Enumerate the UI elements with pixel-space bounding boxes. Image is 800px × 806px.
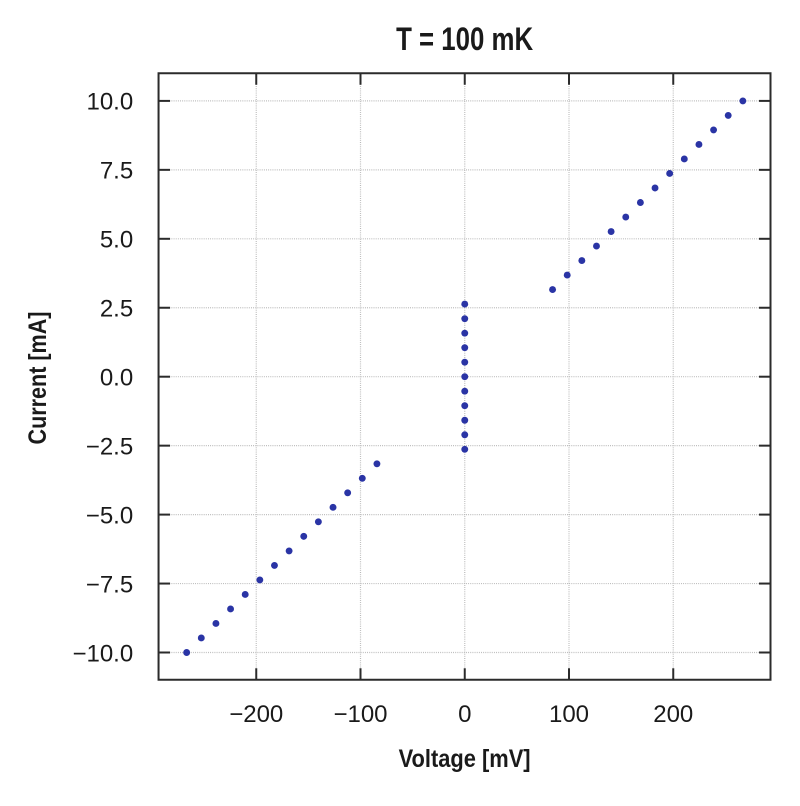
svg-text:100: 100 (549, 701, 589, 728)
svg-text:200: 200 (653, 701, 693, 728)
svg-text:10.0: 10.0 (86, 89, 133, 116)
svg-text:T = 100 mK: T = 100 mK (396, 21, 533, 57)
svg-text:−10.0: −10.0 (72, 640, 133, 667)
svg-text:5.0: 5.0 (100, 227, 133, 254)
svg-text:0.0: 0.0 (100, 364, 133, 391)
svg-text:Voltage [mV]: Voltage [mV] (399, 745, 531, 773)
svg-text:−5.0: −5.0 (86, 502, 133, 529)
svg-text:0: 0 (458, 701, 471, 728)
svg-text:Current [mA]: Current [mA] (24, 312, 52, 445)
svg-text:7.5: 7.5 (100, 158, 133, 185)
svg-text:−100: −100 (333, 701, 387, 728)
svg-text:−200: −200 (229, 701, 283, 728)
svg-text:2.5: 2.5 (100, 296, 133, 323)
svg-text:−2.5: −2.5 (86, 433, 133, 460)
svg-text:−7.5: −7.5 (86, 571, 133, 598)
